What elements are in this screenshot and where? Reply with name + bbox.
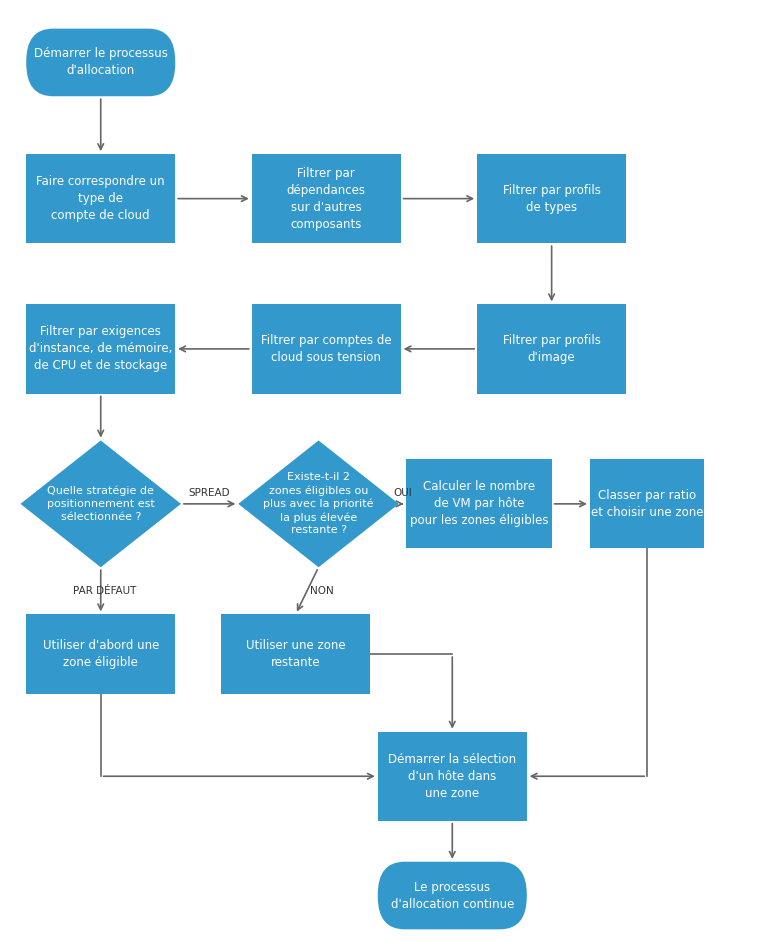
Text: PAR DÉFAUT: PAR DÉFAUT: [73, 586, 137, 595]
Text: Quelle stratégie de
positionnement est
sélectionnée ?: Quelle stratégie de positionnement est s…: [47, 486, 155, 522]
Text: Démarrer le processus
d'allocation: Démarrer le processus d'allocation: [34, 47, 168, 77]
FancyBboxPatch shape: [378, 732, 527, 820]
Text: NON: NON: [311, 586, 334, 595]
FancyBboxPatch shape: [26, 614, 175, 694]
Text: Filtrer par profils
de types: Filtrer par profils de types: [502, 184, 601, 214]
Text: Filtrer par exigences
d'instance, de mémoire,
de CPU et de stockage: Filtrer par exigences d'instance, de mém…: [29, 325, 173, 372]
FancyBboxPatch shape: [378, 862, 527, 930]
FancyBboxPatch shape: [252, 304, 400, 394]
Text: Faire correspondre un
type de
compte de cloud: Faire correspondre un type de compte de …: [36, 175, 165, 222]
Text: Utiliser d'abord une
zone éligible: Utiliser d'abord une zone éligible: [42, 640, 159, 669]
Text: Existe-t-il 2
zones éligibles ou
plus avec la priorité
la plus élevée
restante ?: Existe-t-il 2 zones éligibles ou plus av…: [263, 472, 374, 535]
Polygon shape: [21, 441, 181, 567]
FancyBboxPatch shape: [477, 154, 626, 243]
FancyBboxPatch shape: [26, 28, 175, 96]
Text: SPREAD: SPREAD: [189, 488, 230, 497]
Text: Le processus
d'allocation continue: Le processus d'allocation continue: [390, 881, 514, 911]
Text: Filtrer par profils
d'image: Filtrer par profils d'image: [502, 333, 601, 364]
Polygon shape: [239, 441, 399, 567]
Text: Utiliser une zone
restante: Utiliser une zone restante: [245, 640, 345, 669]
FancyBboxPatch shape: [26, 154, 175, 243]
Text: Filtrer par comptes de
cloud sous tension: Filtrer par comptes de cloud sous tensio…: [261, 333, 391, 364]
FancyBboxPatch shape: [252, 154, 400, 243]
FancyBboxPatch shape: [477, 304, 626, 394]
FancyBboxPatch shape: [407, 460, 551, 548]
FancyBboxPatch shape: [221, 614, 370, 694]
Text: Calculer le nombre
de VM par hôte
pour les zones éligibles: Calculer le nombre de VM par hôte pour l…: [410, 480, 548, 528]
Text: OUI: OUI: [393, 488, 412, 497]
FancyBboxPatch shape: [26, 304, 175, 394]
Text: Filtrer par
dépendances
sur d'autres
composants: Filtrer par dépendances sur d'autres com…: [287, 167, 366, 231]
Text: Démarrer la sélection
d'un hôte dans
une zone: Démarrer la sélection d'un hôte dans une…: [388, 753, 516, 800]
Text: Classer par ratio
et choisir une zone: Classer par ratio et choisir une zone: [591, 489, 703, 519]
FancyBboxPatch shape: [590, 460, 704, 548]
